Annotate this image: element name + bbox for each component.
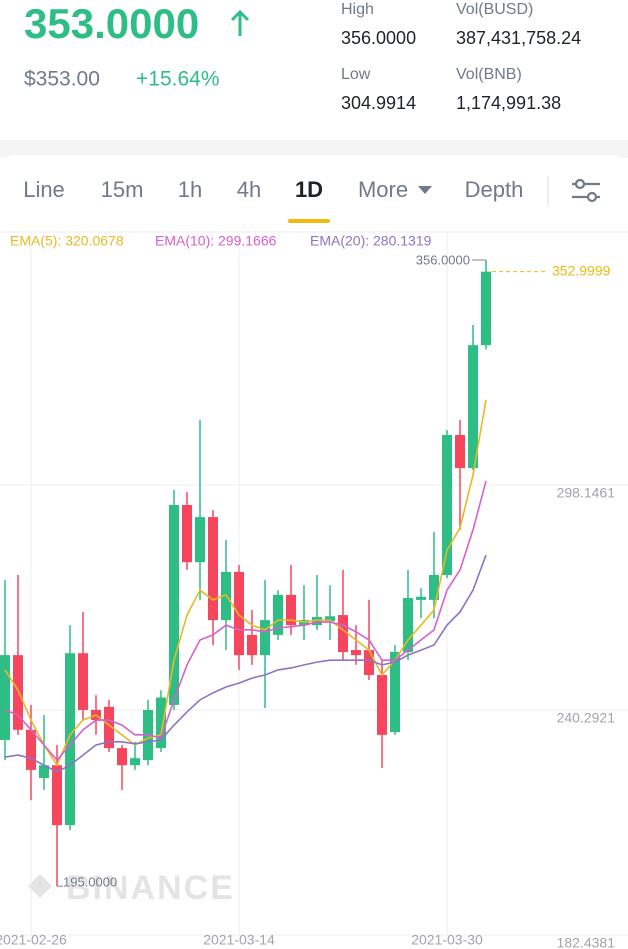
candle-body: [208, 517, 218, 621]
candle-body: [182, 505, 192, 563]
candle-body: [442, 435, 452, 576]
ema-line: [4, 480, 487, 762]
candle-body: [117, 748, 127, 766]
legend-entry: EMA(10): 299.1666: [155, 233, 277, 249]
tab[interactable]: Depth: [465, 177, 524, 202]
candle-body: [247, 634, 257, 656]
candle-body: [52, 765, 62, 826]
candle-body: [130, 758, 140, 766]
candle-body: [377, 674, 387, 735]
stat-value: 1,174,991.38: [456, 93, 561, 113]
fiat-price: $353.00: [24, 68, 100, 91]
candle-body: [26, 729, 36, 770]
candle-body: [481, 271, 491, 346]
stat-label: Low: [341, 66, 371, 83]
stat-value: 387,431,758.24: [456, 28, 581, 48]
tab[interactable]: 4h: [237, 177, 261, 202]
legend-entry: EMA(20): 280.1319: [310, 233, 432, 249]
candle-body: [338, 615, 348, 653]
candle-body: [0, 655, 10, 740]
tab-active[interactable]: 1D: [295, 177, 323, 202]
stat-value: 356.0000: [341, 28, 416, 48]
candle-body: [234, 571, 244, 656]
tab[interactable]: 15m: [101, 177, 144, 202]
stat-value: 304.9914: [341, 93, 416, 113]
candle-body: [260, 620, 270, 656]
y-tick-label: 298.1461: [557, 485, 616, 501]
candle-body: [416, 596, 426, 600]
candle-body: [312, 617, 322, 626]
candle-body: [390, 652, 400, 733]
tab-underline: [288, 219, 330, 223]
candle-body: [169, 505, 179, 705]
high-marker-label: 356.0000: [416, 252, 470, 267]
candle-body: [429, 575, 439, 600]
candle-body: [78, 653, 88, 710]
tab[interactable]: 1h: [178, 177, 202, 202]
stat-label: Vol(BUSD): [456, 1, 533, 18]
ema-line: [4, 399, 487, 767]
candle-body: [273, 594, 283, 635]
dropdown-icon: [418, 186, 432, 194]
price-change: +15.64%: [136, 68, 220, 91]
legend-entry: EMA(5): 320.0678: [10, 233, 124, 249]
candle-body: [195, 517, 205, 563]
settings-icon[interactable]: [572, 178, 600, 203]
low-marker-label: 195.0000: [63, 875, 117, 890]
y-tick-label: 240.2921: [557, 710, 616, 726]
watermark: BINANCE: [66, 869, 235, 907]
watermark-logo: [28, 874, 52, 898]
candle-body: [468, 345, 478, 469]
tab[interactable]: Line: [23, 177, 65, 202]
chart-card: [0, 155, 628, 949]
up-arrow-icon: [230, 9, 250, 36]
candle-body: [351, 650, 361, 656]
candle-body: [286, 594, 296, 626]
y-tick-label: 182.4381: [557, 935, 616, 949]
x-tick-label: 2021-03-14: [203, 932, 275, 948]
last-price: 353.0000: [24, 0, 199, 47]
candle-body: [364, 650, 374, 675]
candle-body: [156, 697, 166, 749]
candle-body: [403, 597, 413, 653]
stat-label: Vol(BNB): [456, 66, 522, 83]
candle-body: [325, 616, 335, 622]
candle-body: [39, 765, 49, 779]
x-tick-label: 2021-02-26: [0, 932, 67, 948]
candle-body: [455, 435, 465, 469]
candle-body: [104, 706, 114, 749]
stat-label: High: [341, 1, 374, 18]
separator: [0, 140, 628, 158]
candle-body: [65, 653, 75, 826]
x-tick-label: 2021-03-30: [411, 932, 483, 948]
last-price-label: 352.9999: [552, 262, 611, 278]
tab[interactable]: More: [358, 177, 408, 202]
ema-line: [4, 554, 487, 773]
candle-body: [13, 655, 23, 730]
